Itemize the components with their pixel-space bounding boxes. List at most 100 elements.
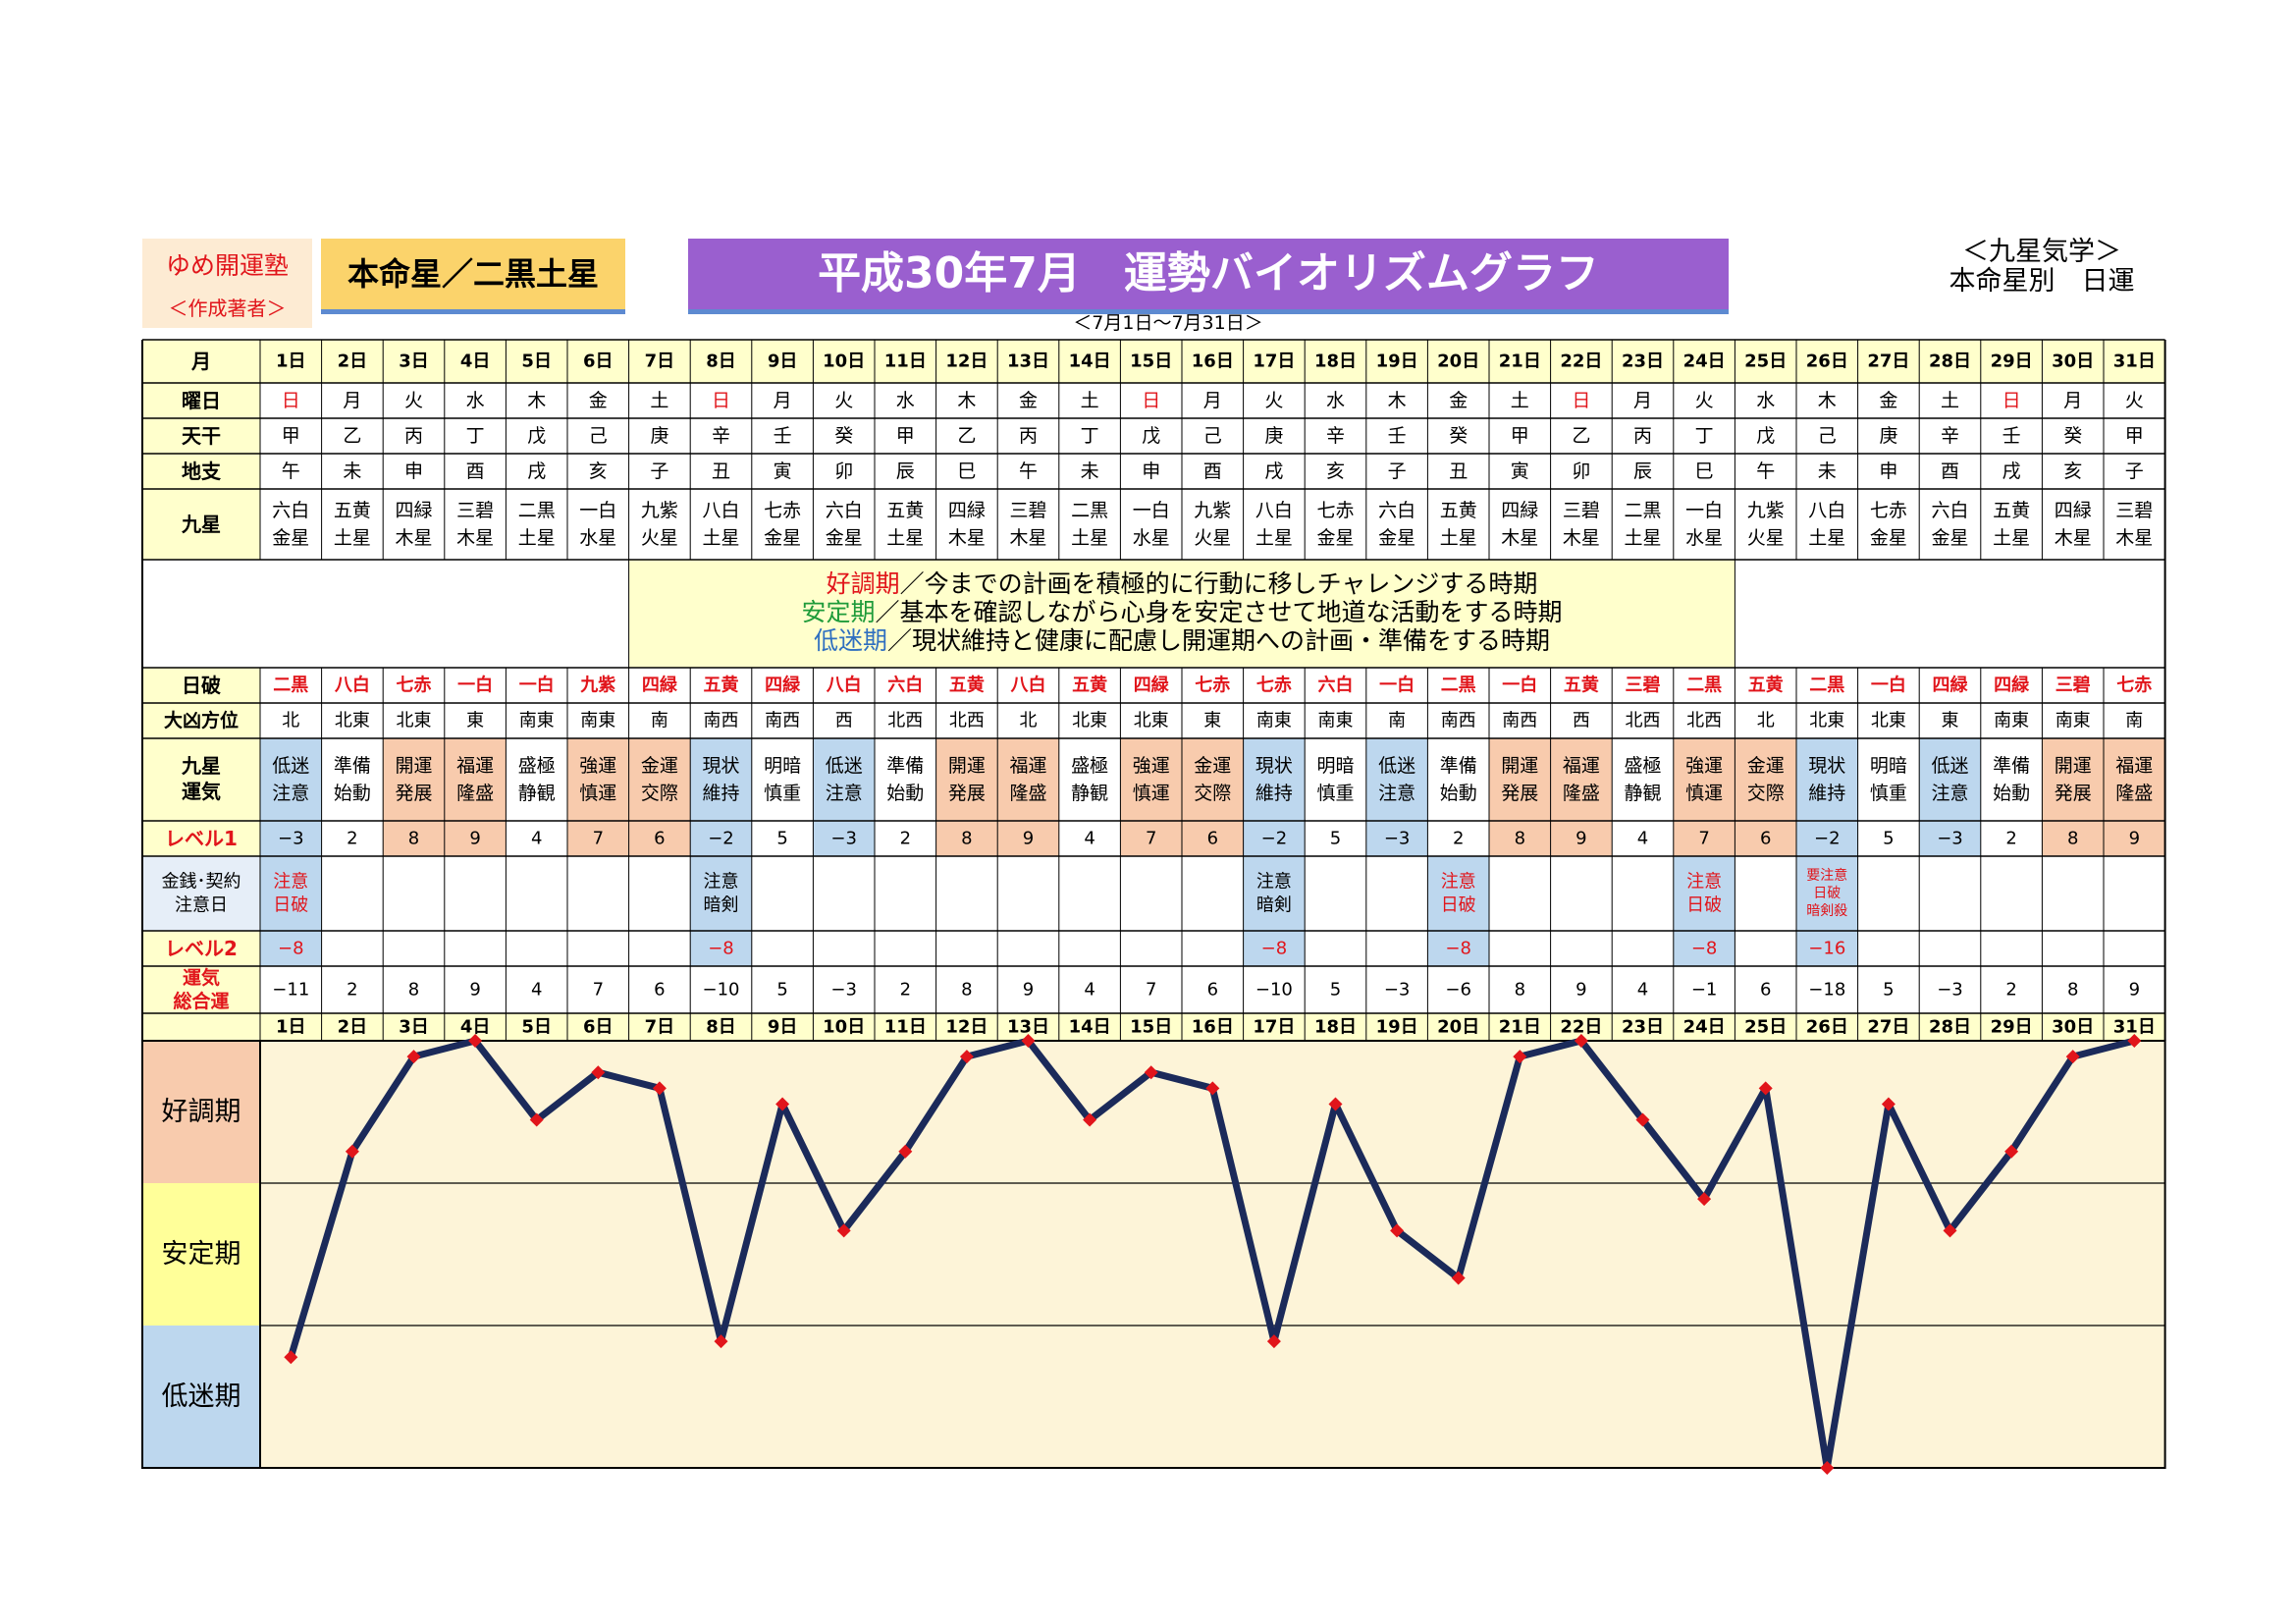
nippa-cell: 七赤	[2116, 676, 2152, 696]
total-value: −10	[703, 980, 740, 1001]
kyusei-cell: 六白	[272, 500, 309, 521]
money-cell-bg	[1243, 856, 1306, 931]
nippa-cell: 四緑	[765, 675, 801, 696]
day-label: 23日	[1622, 352, 1664, 372]
chishi-cell: 酉	[1941, 460, 1959, 482]
weekday-cell: 月	[774, 390, 792, 411]
money-cell-bg	[260, 856, 322, 931]
kyusei-cell: 木星	[1009, 527, 1046, 549]
unki-cell: 強運	[1685, 755, 1723, 777]
kyusei-cell: 八白	[1255, 500, 1293, 521]
row-label-total: 運気	[183, 966, 220, 989]
level1-cell-bg	[1796, 821, 1858, 856]
unki-cell-bg	[751, 738, 814, 821]
tenkan-cell: 庚	[650, 425, 668, 447]
daikyo-cell: 北西	[1686, 711, 1722, 731]
level2-cell-bg	[690, 931, 752, 966]
kyusei-cell: 四緑	[948, 500, 986, 521]
kyusei-cell: 八白	[702, 500, 739, 521]
kyusei-cell: 七赤	[1316, 500, 1354, 521]
series-point	[591, 1065, 606, 1080]
level1-cell-bg	[444, 821, 507, 856]
weekday-cell: 金	[1879, 390, 1897, 411]
weekday-cell: 水	[466, 390, 485, 411]
kyusei-cell: 金星	[1931, 527, 1968, 549]
daikyo-cell: 南東	[1318, 711, 1354, 731]
kyusei-cell: 土星	[1993, 527, 2030, 549]
level1-value: 5	[776, 829, 787, 849]
weekday-cell: 日	[282, 390, 300, 411]
daikyo-cell: 東	[1942, 711, 1959, 731]
money-note: 日破	[1813, 886, 1841, 901]
tenkan-cell: 丙	[1633, 425, 1652, 447]
unki-cell: 隆盛	[1009, 783, 1046, 804]
row-label-level1: レベル1	[165, 827, 238, 850]
day-label: 4日	[460, 352, 491, 372]
kyusei-cell: 六白	[1378, 500, 1415, 521]
day-label: 5日	[521, 352, 552, 372]
day-label: 22日	[1560, 352, 1602, 372]
level2-value: −8	[278, 939, 304, 959]
total-value: 2	[2005, 980, 2016, 1001]
chishi-cell: 酉	[1203, 460, 1222, 482]
level1-value: 7	[1146, 829, 1156, 849]
chishi-cell: 戌	[2002, 460, 2021, 482]
weekday-cell: 金	[1019, 390, 1038, 411]
weekday-cell: 火	[1695, 390, 1714, 411]
unki-cell: 金運	[1747, 755, 1785, 777]
chart-border	[141, 1040, 2166, 1469]
unki-cell-bg	[1735, 738, 1796, 821]
unki-cell: 慎重	[1870, 783, 1907, 804]
level1-value: 7	[1698, 829, 1709, 849]
nippa-cell: 五黄	[1748, 675, 1784, 696]
unki-cell: 準備	[886, 755, 924, 777]
level1-value: 9	[1023, 829, 1034, 849]
total-value: 9	[469, 980, 480, 1001]
nippa-cell: 四緑	[1994, 675, 2030, 696]
level1-value: 2	[1453, 829, 1464, 849]
day-label: 25日	[1744, 352, 1787, 372]
daikyo-cell: 東	[1203, 711, 1221, 731]
unki-cell: 準備	[1440, 755, 1477, 777]
tenkan-cell: 乙	[1572, 425, 1590, 447]
level1-cell-bg	[1182, 821, 1244, 856]
money-note: 注意	[1441, 872, 1476, 893]
phase-label: 安定期	[162, 1239, 241, 1270]
weekday-cell: 月	[343, 390, 361, 411]
kyusei-cell: 四緑	[395, 500, 432, 521]
nippa-cell: 七赤	[1195, 676, 1230, 696]
day-label: 24日	[1683, 352, 1726, 372]
unki-cell: 交際	[1194, 783, 1231, 804]
unki-cell: 始動	[1993, 783, 2030, 804]
weekday-cell: 木	[1818, 390, 1837, 411]
total-value: 4	[531, 980, 542, 1001]
unki-cell-bg	[875, 738, 936, 821]
unki-cell: 始動	[886, 783, 924, 804]
nippa-cell: 八白	[1011, 675, 1046, 696]
unki-cell-bg	[1120, 738, 1182, 821]
legend-line: 安定期／基本を確認しながら心身を安定させて地道な活動をする時期	[801, 598, 1562, 626]
kyusei-cell: 三碧	[1009, 500, 1046, 521]
nippa-cell: 四緑	[642, 675, 678, 696]
series-point	[1021, 1034, 1036, 1048]
series-point	[2004, 1144, 2019, 1159]
weekday-cell: 火	[834, 390, 853, 411]
total-value: 9	[2129, 980, 2140, 1001]
unki-cell: 注意	[272, 783, 309, 804]
level1-value: 2	[2005, 829, 2016, 849]
kyusei-cell: 金星	[826, 527, 863, 549]
nippa-cell: 八白	[335, 675, 370, 696]
chishi-cell: 申	[404, 460, 423, 482]
kyusei-cell: 水星	[1685, 527, 1723, 549]
money-cell-bg	[1427, 856, 1489, 931]
day-label: 17日	[1253, 352, 1295, 372]
series-point	[1635, 1112, 1650, 1127]
nippa-cell: 四緑	[1134, 675, 1170, 696]
unki-cell-bg	[997, 738, 1059, 821]
kyusei-cell: 二黒	[518, 500, 556, 521]
series-point	[775, 1097, 790, 1111]
level1-cell-bg	[1058, 821, 1121, 856]
daikyo-cell: 北東	[1134, 711, 1169, 731]
row-label-unki: 九星	[181, 754, 221, 778]
